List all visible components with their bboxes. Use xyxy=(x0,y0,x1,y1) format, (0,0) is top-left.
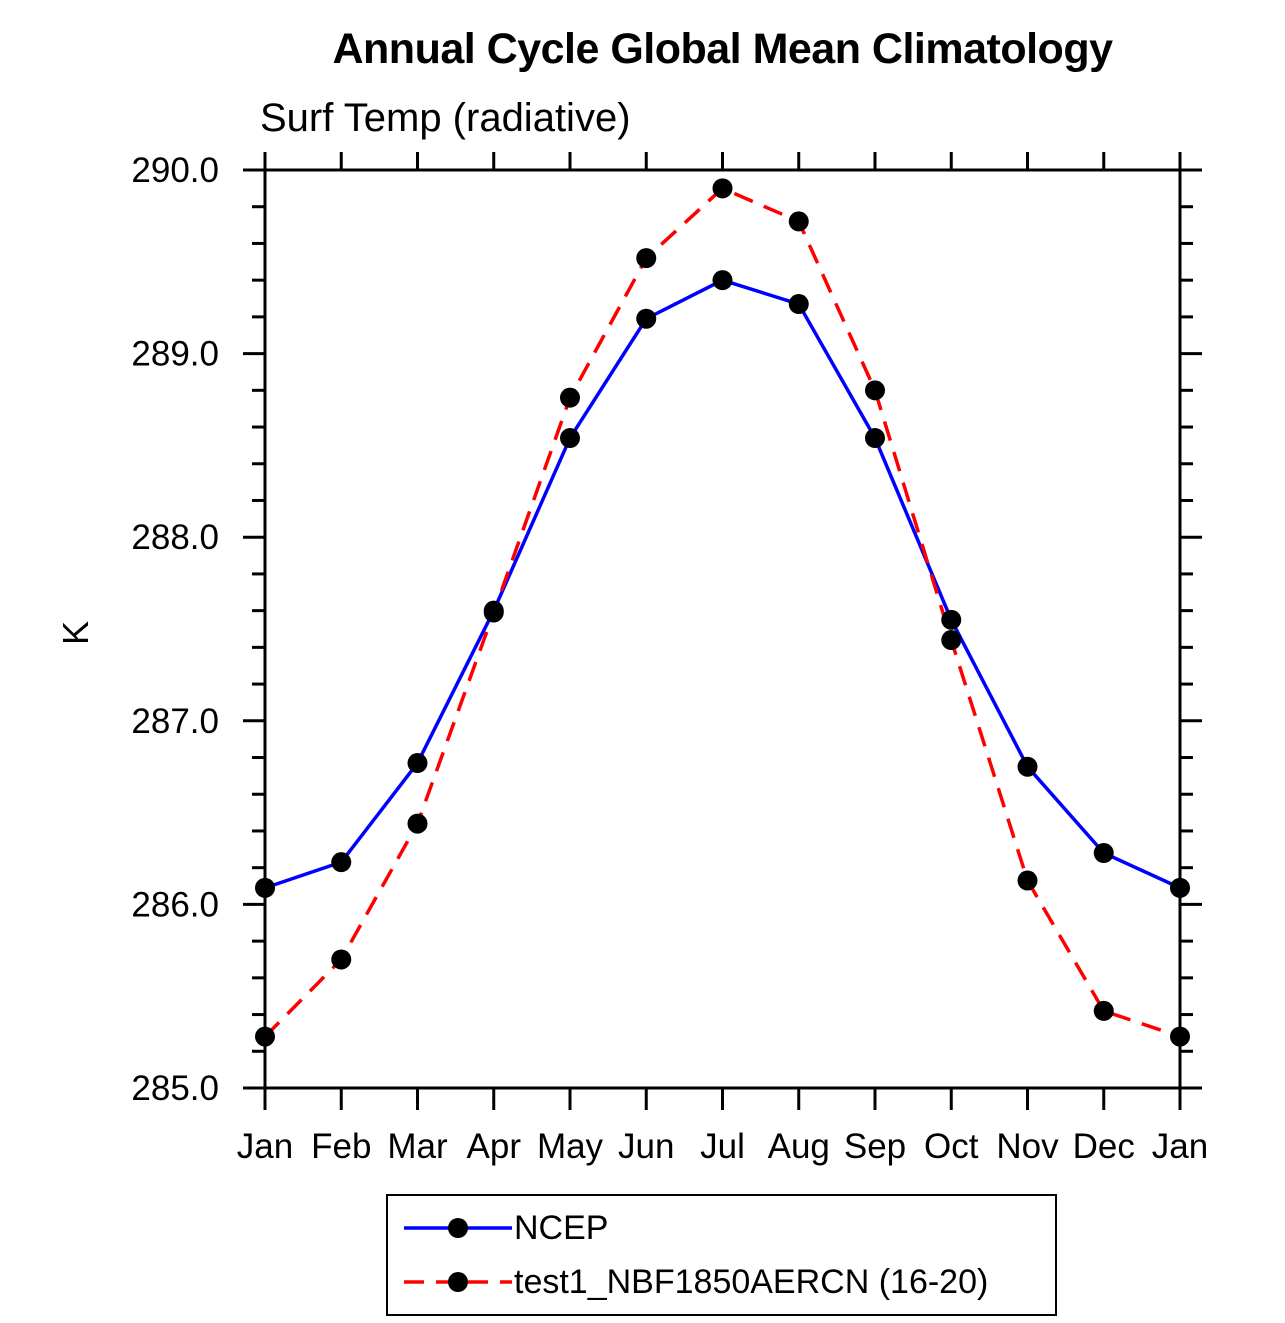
y-tick-label: 287.0 xyxy=(131,702,219,741)
x-tick-label: Jan xyxy=(237,1127,293,1166)
data-point xyxy=(636,308,657,329)
data-point xyxy=(865,428,885,449)
legend-label-test1: test1_NBF1850AERCN (16-20) xyxy=(514,1263,989,1301)
y-tick-label: 286.0 xyxy=(131,885,219,924)
data-point xyxy=(788,294,809,315)
data-point xyxy=(712,270,733,291)
data-point xyxy=(560,428,580,449)
data-point xyxy=(255,1026,275,1047)
legend: NCEP test1_NBF1850AERCN (16-20) xyxy=(386,1194,1057,1316)
legend-item-test1: test1_NBF1850AERCN (16-20) xyxy=(402,1259,1055,1305)
y-tick-label: 288.0 xyxy=(131,518,219,557)
x-tick-label: Apr xyxy=(467,1127,522,1166)
x-tick-label: Nov xyxy=(996,1127,1059,1166)
y-tick-label: 285.0 xyxy=(131,1069,219,1108)
series-line-1 xyxy=(263,186,1181,1039)
data-point xyxy=(1093,1000,1114,1021)
data-point xyxy=(407,813,428,834)
data-point xyxy=(636,248,657,269)
legend-item-ncep: NCEP xyxy=(402,1205,1055,1251)
x-tick-label: Jan xyxy=(1152,1127,1208,1166)
data-point xyxy=(255,877,275,898)
data-point xyxy=(865,380,885,401)
data-point xyxy=(1170,1026,1190,1047)
x-tick-label: Jun xyxy=(618,1127,674,1166)
x-tick-label: Dec xyxy=(1073,1127,1135,1166)
data-point xyxy=(941,630,962,651)
data-point xyxy=(1017,756,1038,777)
test1-dashed-line-marker-icon xyxy=(404,1272,512,1292)
y-tick-label: 290.0 xyxy=(131,151,219,190)
ncep-line-marker-icon xyxy=(404,1218,512,1238)
series-line-0 xyxy=(264,278,1181,890)
data-point xyxy=(560,387,580,408)
chart-subtitle: Surf Temp (radiative) xyxy=(260,96,631,140)
data-point xyxy=(331,852,352,873)
data-point xyxy=(788,211,809,232)
data-point xyxy=(941,609,962,630)
data-point xyxy=(1170,877,1190,898)
x-tick-label: Feb xyxy=(311,1127,371,1166)
data-point xyxy=(712,178,733,199)
data-point xyxy=(483,602,504,623)
x-tick-label: Oct xyxy=(924,1127,979,1166)
data-point xyxy=(331,949,352,970)
chart-title: Annual Cycle Global Mean Climatology xyxy=(332,25,1113,73)
x-tick-label: May xyxy=(537,1127,604,1166)
data-point xyxy=(1017,870,1038,891)
x-tick-label: Mar xyxy=(387,1127,448,1166)
data-point xyxy=(1093,842,1114,863)
x-tick-label: Jul xyxy=(700,1127,745,1166)
x-tick-label: Sep xyxy=(844,1127,906,1166)
data-point xyxy=(407,753,428,774)
legend-label-ncep: NCEP xyxy=(514,1209,609,1247)
plot-frame xyxy=(263,168,1182,1090)
x-tick-label: Aug xyxy=(768,1127,830,1166)
y-tick-label: 289.0 xyxy=(131,335,219,374)
